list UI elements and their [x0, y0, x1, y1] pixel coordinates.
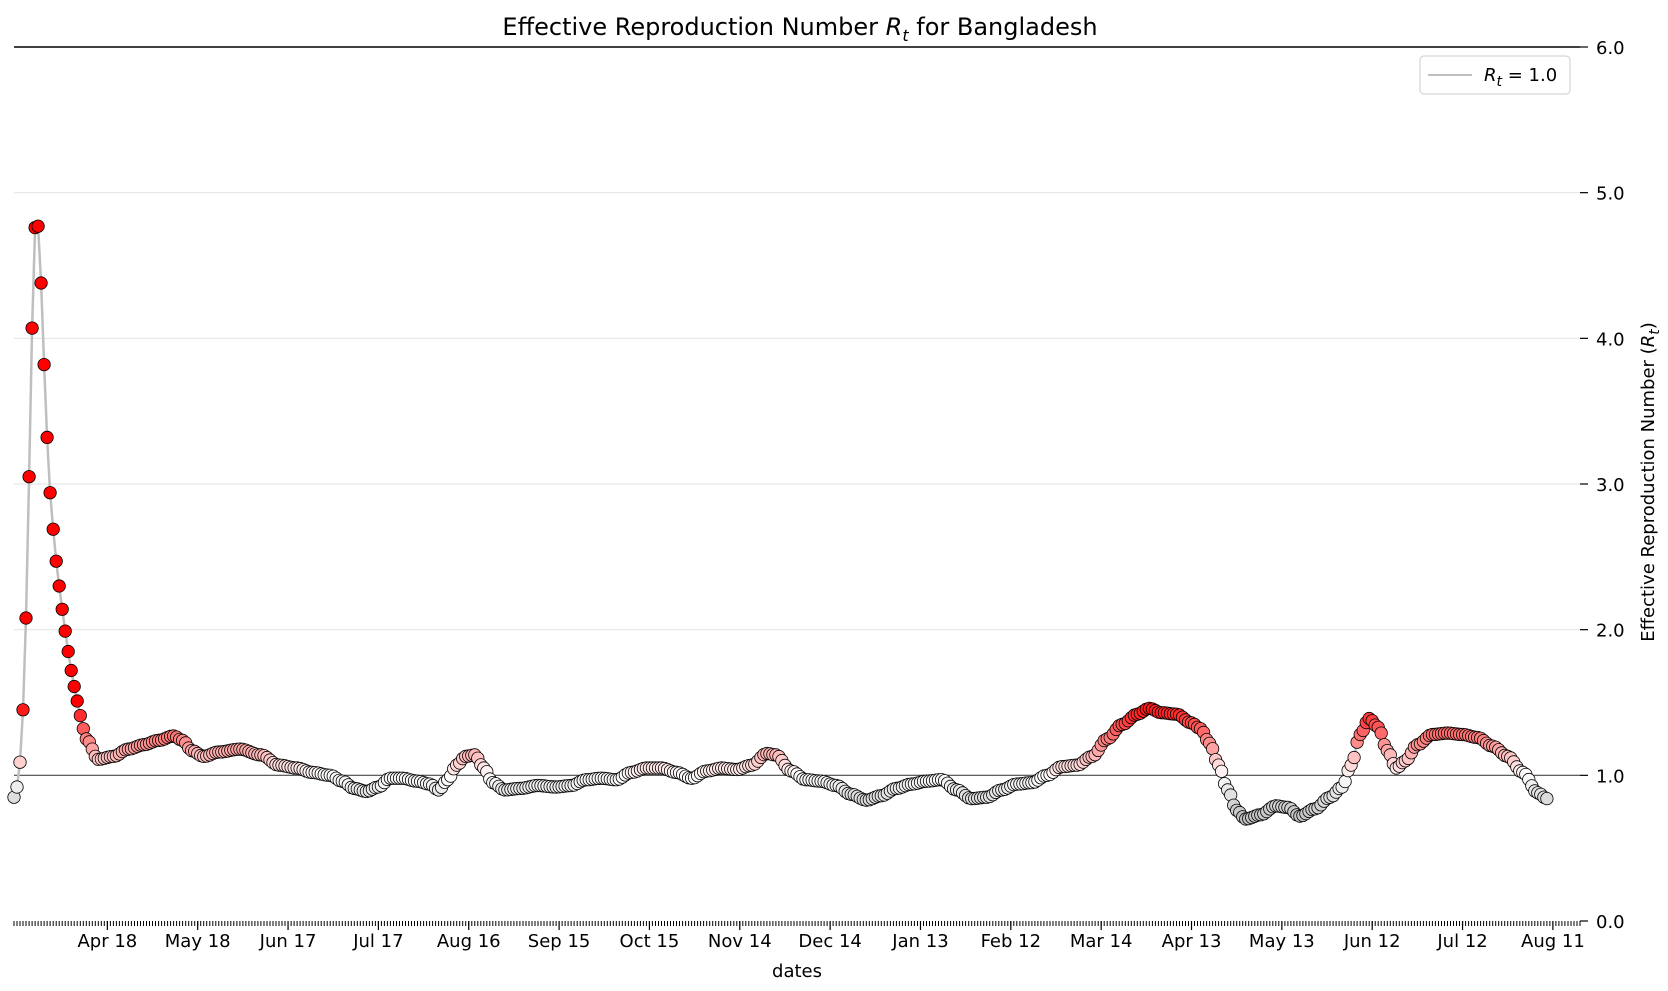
y-tick-label: 4.0 [1596, 329, 1625, 350]
data-point [37, 357, 51, 372]
y-axis: 0.0 1.0 2.0 3.0 4.0 5.0 6.0 [1580, 38, 1625, 933]
data-point [1540, 791, 1554, 806]
chart-title: Effective Reproduction Number Rt for Ban… [502, 13, 1097, 45]
data-point [40, 430, 54, 444]
x-axis-label: dates [772, 961, 822, 982]
x-tick-label: Jan 13 [891, 931, 948, 952]
data-point [13, 755, 27, 769]
x-tick-label: May 18 [165, 931, 231, 952]
y-tick-label: 1.0 [1596, 766, 1625, 787]
x-tick-label: Jul 17 [352, 931, 403, 952]
x-tick-label: Feb 12 [981, 931, 1042, 952]
y-tick-label: 0.0 [1596, 912, 1625, 933]
x-tick-label: Aug 16 [437, 931, 501, 952]
data-point [22, 470, 36, 484]
x-tick-label: Dec 14 [798, 931, 861, 952]
data-point [73, 708, 87, 723]
data-point [43, 486, 57, 500]
x-tick-label: Sep 15 [528, 931, 591, 952]
legend-box [1419, 55, 1571, 95]
x-minor-ticks [13, 921, 1581, 926]
series-line-layer [12, 224, 1548, 821]
data-point [10, 780, 24, 794]
x-tick-label: Nov 14 [708, 931, 772, 952]
data-point [34, 276, 48, 290]
data-point [1347, 750, 1361, 765]
x-tick-label: Apr 13 [1162, 931, 1222, 952]
x-axis: Apr 18 May 18 Jun 17 Jul 17 Aug 16 Sep 15 Oct … [13, 921, 1585, 952]
data-point [61, 644, 75, 659]
x-tick-label: Jul 12 [1436, 931, 1487, 952]
data-point [52, 579, 66, 593]
legend: Rt = 1.0 [1419, 55, 1571, 95]
data-point [25, 321, 39, 335]
data-point [70, 694, 84, 708]
y-tick-label: 3.0 [1596, 475, 1625, 496]
data-point [67, 679, 81, 694]
data-point [1206, 742, 1220, 756]
data-point [1215, 764, 1229, 778]
data-point [49, 554, 63, 568]
y-tick-label: 2.0 [1596, 621, 1625, 642]
x-tick-label: Mar 14 [1070, 931, 1133, 952]
x-tick-label: Jun 12 [1343, 931, 1401, 952]
data-point [58, 624, 72, 638]
data-point [31, 219, 45, 233]
x-tick-label: Aug 11 [1521, 931, 1585, 952]
data-point [1374, 726, 1388, 740]
data-point [16, 703, 30, 717]
grid-lines [14, 46, 1580, 776]
x-tick-label: Jun 17 [259, 931, 317, 952]
series-line [12, 224, 1548, 821]
data-point [55, 602, 69, 616]
legend-label: Rt = 1.0 [1484, 65, 1557, 90]
y-tick-label: 5.0 [1596, 184, 1625, 205]
data-point [64, 663, 78, 678]
data-point [19, 611, 33, 625]
x-tick-label: Oct 15 [620, 931, 680, 952]
x-tick-label: May 13 [1249, 931, 1315, 952]
x-tick-label: Apr 18 [77, 931, 137, 952]
data-points [7, 219, 1554, 826]
data-point [1338, 774, 1352, 789]
y-axis-label: Effective Reproduction Number (Rt) [1638, 322, 1663, 642]
data-point [46, 522, 60, 536]
y-tick-label: 6.0 [1596, 38, 1625, 59]
